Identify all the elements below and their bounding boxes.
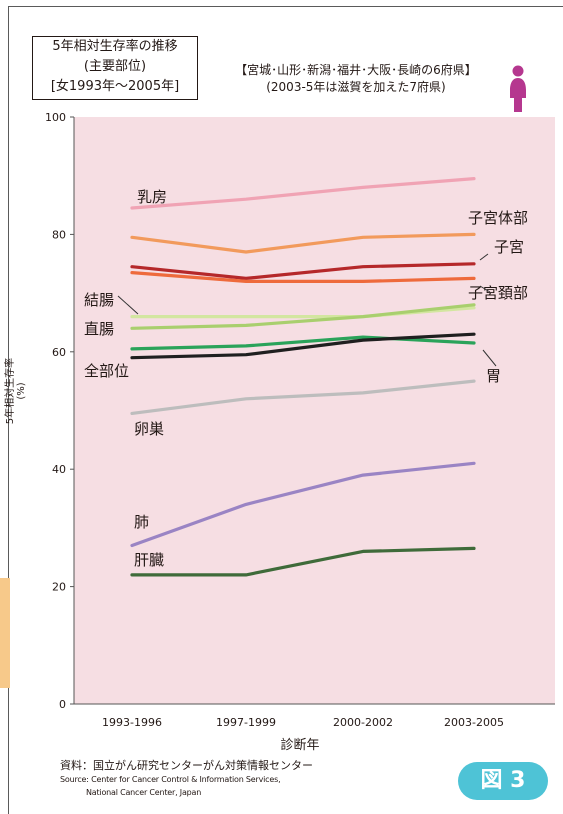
series-label: 子宮体部 (468, 209, 528, 227)
series-line (130, 303, 476, 330)
series-label: 子宮頚部 (468, 284, 528, 302)
series-label: 肝臓 (134, 551, 164, 569)
female-figure-icon (510, 65, 526, 112)
series-label: 直腸 (84, 320, 114, 338)
y-axis-label: 5年相対生存率(%) (5, 357, 27, 425)
frame-top-border (8, 6, 563, 7)
x-tick-label: 1993-1996 (102, 716, 162, 729)
y-tick-label: 40 (52, 463, 66, 476)
x-tick-label: 1997-1999 (216, 716, 276, 729)
series-label: 肺 (134, 513, 149, 531)
series-label: 結腸 (84, 291, 114, 309)
series-label: 乳房 (137, 188, 167, 206)
series-line (130, 335, 476, 351)
frame-left-border (8, 6, 9, 814)
series-line (130, 232, 476, 254)
region-note: 【宮城･山形･新潟･福井･大阪･長崎の6府県】 (2003-5年は滋賀を加えた7… (206, 62, 506, 96)
region-note-line1: 【宮城･山形･新潟･福井･大阪･長崎の6府県】 (235, 63, 477, 77)
x-axis-label: 診断年 (280, 738, 320, 753)
y-tick-label: 100 (45, 111, 66, 124)
y-tick-label: 20 (52, 581, 66, 594)
y-tick-label: 60 (52, 346, 66, 359)
series-line (130, 332, 476, 360)
chart-title: 5年相対生存率の推移 (52, 39, 178, 54)
chart-title-box: 5年相対生存率の推移 (主要部位) [女1993年〜2005年] (32, 36, 198, 100)
region-note-line2: (2003-5年は滋賀を加えた7府県) (266, 80, 446, 94)
series-line (130, 461, 476, 548)
series-label: 胃 (486, 367, 501, 385)
leader-line (482, 349, 497, 367)
source-note-en-line2: National Cancer Center, Japan (86, 788, 202, 797)
series-line (130, 379, 476, 415)
source-note-en-line1: Source: Center for Cancer Control & Info… (60, 775, 281, 784)
chart-subtitle: (主要部位) (83, 59, 147, 74)
leader-line (117, 295, 139, 315)
chart-period: [女1993年〜2005年] (50, 79, 180, 94)
leader-line (479, 253, 489, 261)
series-label: 子宮 (494, 238, 524, 256)
side-tab-decoration (0, 578, 10, 688)
series-line (130, 271, 476, 283)
series-line (130, 177, 476, 210)
series-line (130, 546, 476, 577)
series-line (130, 262, 476, 280)
figure-number-badge: 図 3 (458, 762, 548, 800)
leader-line (479, 285, 491, 293)
y-tick-label: 0 (59, 698, 66, 711)
series-label: 全部位 (84, 362, 129, 380)
x-tick-label: 2000-2002 (333, 716, 393, 729)
x-tick-label: 2003-2005 (444, 716, 504, 729)
y-tick-label: 80 (52, 228, 66, 241)
series-label: 卵巣 (134, 420, 164, 438)
source-note-jp: 資料：国立がん研究センターがん対策情報センター (60, 759, 313, 772)
